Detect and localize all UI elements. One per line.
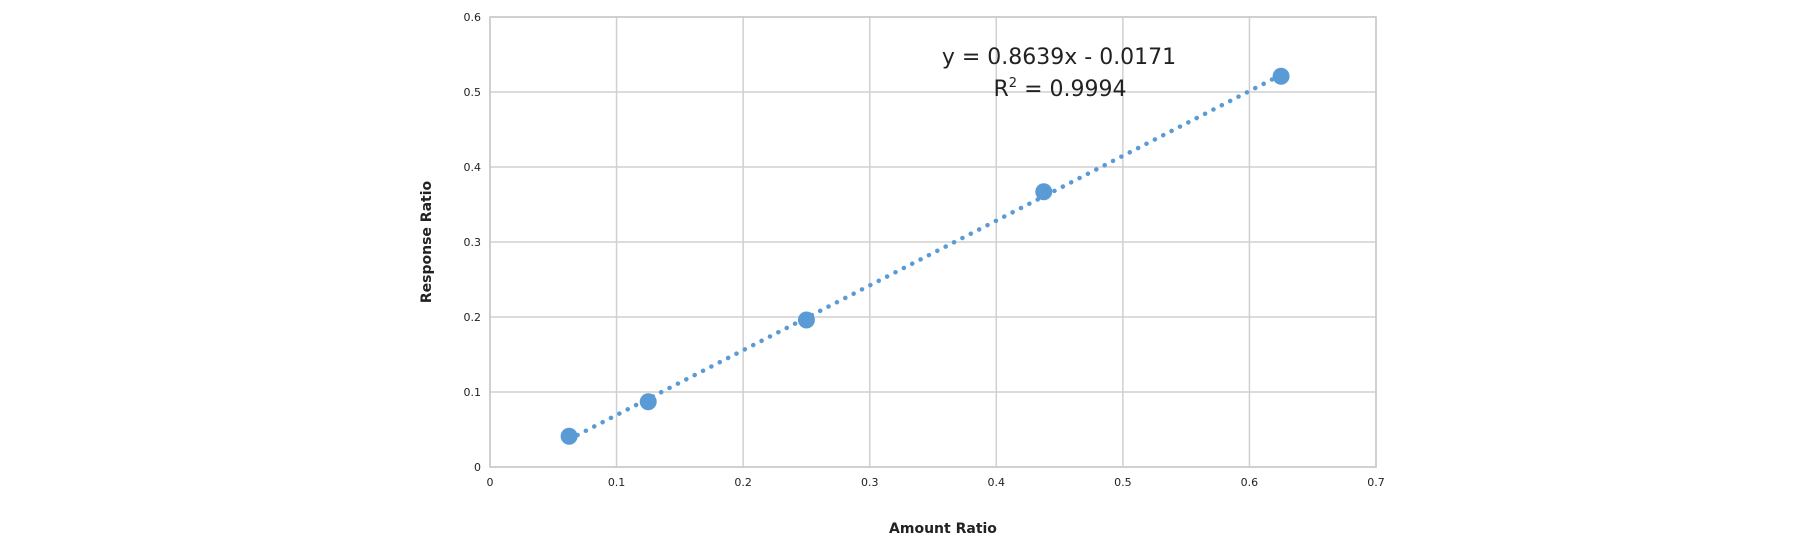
x-axis-title: Amount Ratio [889,521,997,537]
x-tick-label: 0.1 [608,476,626,489]
data-point-marker [1272,67,1290,85]
data-points [560,67,1290,445]
r-squared-label: R2 = 0.9994 [994,76,1127,102]
x-tick-label: 0.5 [1114,476,1132,489]
trendline [566,72,1284,442]
plot-area [489,16,1377,468]
gridlines [489,16,1377,468]
y-axis-ticks: 0 0.1 0.2 0.3 0.4 0.5 0.6 [464,11,482,474]
x-tick-label: 0.7 [1367,476,1385,489]
data-point-marker [1035,183,1053,201]
x-tick-label: 0.6 [1241,476,1259,489]
x-axis-ticks: 0 0.1 0.2 0.3 0.4 0.5 0.6 0.7 [487,476,1385,489]
y-tick-label: 0.4 [464,161,482,174]
y-tick-label: 0.2 [464,311,482,324]
y-tick-label: 0.5 [464,86,482,99]
data-point-marker [560,427,578,445]
y-tick-label: 0 [474,461,481,474]
y-tick-label: 0.3 [464,236,482,249]
y-tick-label: 0.1 [464,386,482,399]
y-axis-title: Response Ratio [419,180,435,303]
y-tick-label: 0.6 [464,11,482,24]
x-tick-label: 0.4 [988,476,1006,489]
trendline-path [566,72,1284,442]
data-point-marker [639,393,657,411]
x-tick-label: 0.2 [734,476,752,489]
trendline-equation: y = 0.8639x - 0.0171 [942,45,1176,70]
data-point-marker [797,311,815,329]
x-tick-label: 0.3 [861,476,879,489]
x-tick-label: 0 [487,476,494,489]
